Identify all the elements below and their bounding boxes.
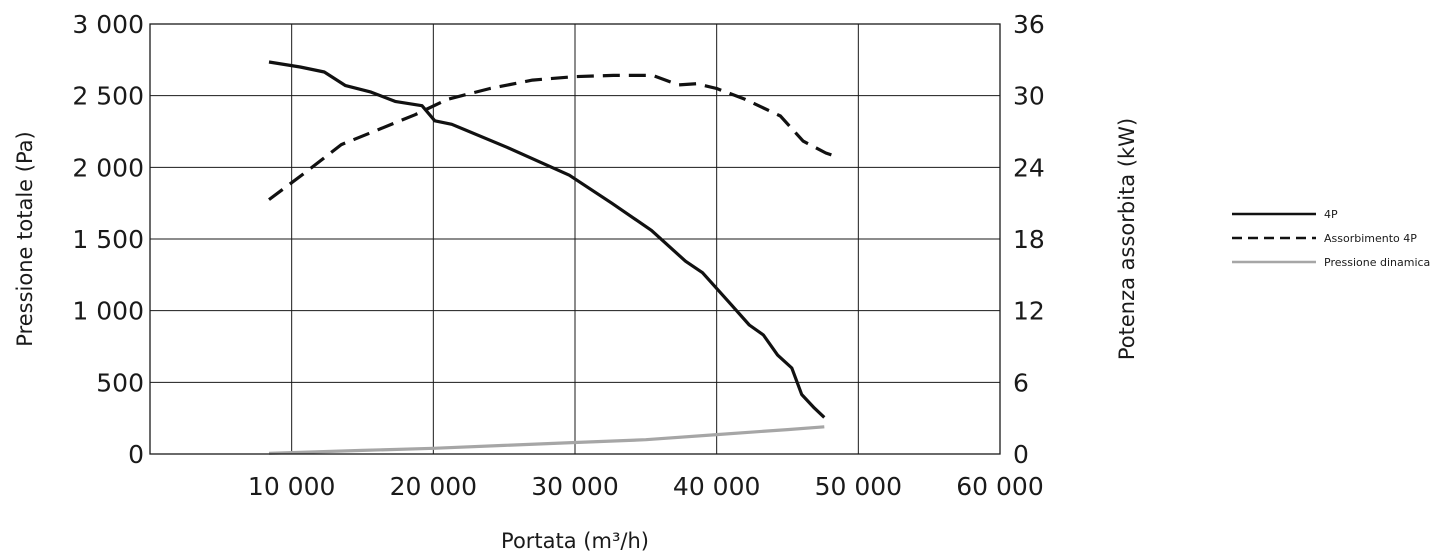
y-left-axis-title: Pressione totale (Pa) — [13, 131, 37, 346]
x-tick-label: 10 000 — [248, 472, 335, 501]
series-layer — [268, 60, 841, 455]
y-left-tick-label: 0 — [128, 440, 144, 469]
x-tick-label: 50 000 — [815, 472, 902, 501]
x-tick-label: 20 000 — [390, 472, 477, 501]
x-tick-label: 30 000 — [531, 472, 618, 501]
y-right-tick-label: 36 — [1013, 10, 1045, 39]
grid-lines — [150, 23, 1001, 455]
plot-frame — [149, 23, 1001, 455]
legend-label-assorbimento-4p: Assorbimento 4P — [1324, 232, 1417, 245]
y-right-tick-label: 6 — [1013, 368, 1029, 397]
y-right-tick-label: 0 — [1013, 440, 1029, 469]
y-left-tick-label: 3 000 — [72, 10, 144, 39]
y-left-tick-labels: 0 500 1 000 1 500 2 000 2 500 3 000 — [72, 10, 144, 469]
x-tick-label: 60 000 — [956, 472, 1043, 501]
legend-label-4p: 4P — [1324, 208, 1338, 221]
y-left-tick-label: 500 — [96, 368, 144, 397]
y-right-tick-labels: 0 6 12 18 24 30 36 — [1013, 10, 1045, 469]
x-tick-label: 40 000 — [673, 472, 760, 501]
series-line-assorbimento-4p — [268, 73, 841, 201]
y-right-tick-label: 12 — [1013, 297, 1045, 326]
y-left-tick-label: 2 000 — [72, 153, 144, 182]
x-axis-title: Portata (m³/h) — [501, 529, 649, 553]
legend-label-pressione-dinamica: Pressione dinamica — [1324, 256, 1430, 269]
y-right-tick-label: 30 — [1013, 82, 1045, 111]
y-left-tick-label: 1 500 — [72, 225, 144, 254]
series-line-pressione-dinamica — [268, 425, 825, 455]
series-line-4p — [268, 60, 826, 419]
x-tick-labels: 10 000 20 000 30 000 40 000 50 000 60 000 — [248, 472, 1044, 501]
y-right-tick-label: 24 — [1013, 153, 1045, 182]
y-left-tick-label: 1 000 — [72, 297, 144, 326]
y-right-tick-label: 18 — [1013, 225, 1045, 254]
legend: 4P Assorbimento 4P Pressione dinamica — [1232, 208, 1430, 269]
y-left-tick-label: 2 500 — [72, 82, 144, 111]
y-right-axis-title: Potenza assorbita (kW) — [1115, 118, 1139, 360]
